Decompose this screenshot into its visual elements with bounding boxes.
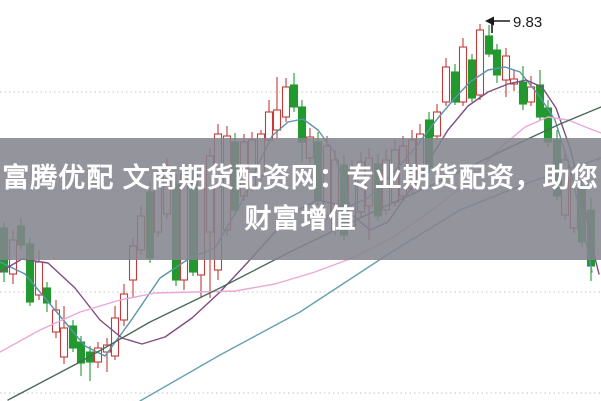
- price-annotation: 9.83: [485, 14, 542, 33]
- price-annotation-label: 9.83: [513, 14, 542, 31]
- overlay-banner: 富腾优配 文商期货配资网：专业期货配资，助您 财富增值: [0, 138, 601, 260]
- banner-title-line1: 富腾优配 文商期货配资网：专业期货配资，助您: [2, 163, 599, 193]
- banner-title-line2: 财富增值: [244, 204, 357, 234]
